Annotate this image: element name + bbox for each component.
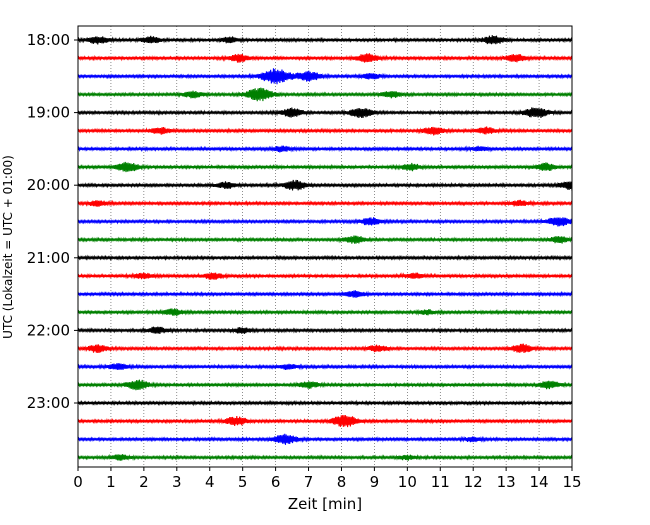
x-tick-label: 9: [370, 473, 380, 491]
x-tick-label: 11: [431, 473, 450, 491]
plot-frame: [77, 25, 573, 468]
x-tick-label: 1: [106, 473, 116, 491]
x-tick-label: 5: [238, 473, 248, 491]
x-tick-label: 15: [562, 473, 581, 491]
y-tick-label: 21:00: [27, 249, 70, 267]
y-tick-label: 19:00: [27, 104, 70, 122]
y-tick-label: 18:00: [27, 31, 70, 49]
x-tick-label: 7: [304, 473, 314, 491]
y-axis-label: UTC (Lokalzeit = UTC + 01:00): [1, 155, 15, 339]
x-tick-label: 3: [172, 473, 182, 491]
grid-lines: [110, 26, 540, 467]
x-tick-label: 12: [464, 473, 483, 491]
y-tick-labels: 18:00 19:00 20:00 21:00 22:00 23:00: [27, 31, 70, 412]
y-tick-label: 20:00: [27, 176, 70, 194]
x-tick-labels: 0 1 2 3 4 5 6 7 8 9 10 11 12 13 14 15: [73, 473, 581, 491]
x-tick-label: 2: [139, 473, 149, 491]
x-tick-label: 0: [73, 473, 83, 491]
x-axis-label: Zeit [min]: [288, 495, 362, 513]
x-tick-label: 8: [337, 473, 347, 491]
trace-rows: [77, 35, 573, 461]
x-tick-label: 13: [497, 473, 516, 491]
y-tick-label: 23:00: [27, 394, 70, 412]
x-tick-label: 10: [398, 473, 417, 491]
axes: [74, 25, 573, 471]
y-tick-label: 22:00: [27, 321, 70, 339]
x-tick-label: 14: [530, 473, 549, 491]
x-tick-label: 4: [205, 473, 215, 491]
x-tick-label: 6: [271, 473, 281, 491]
